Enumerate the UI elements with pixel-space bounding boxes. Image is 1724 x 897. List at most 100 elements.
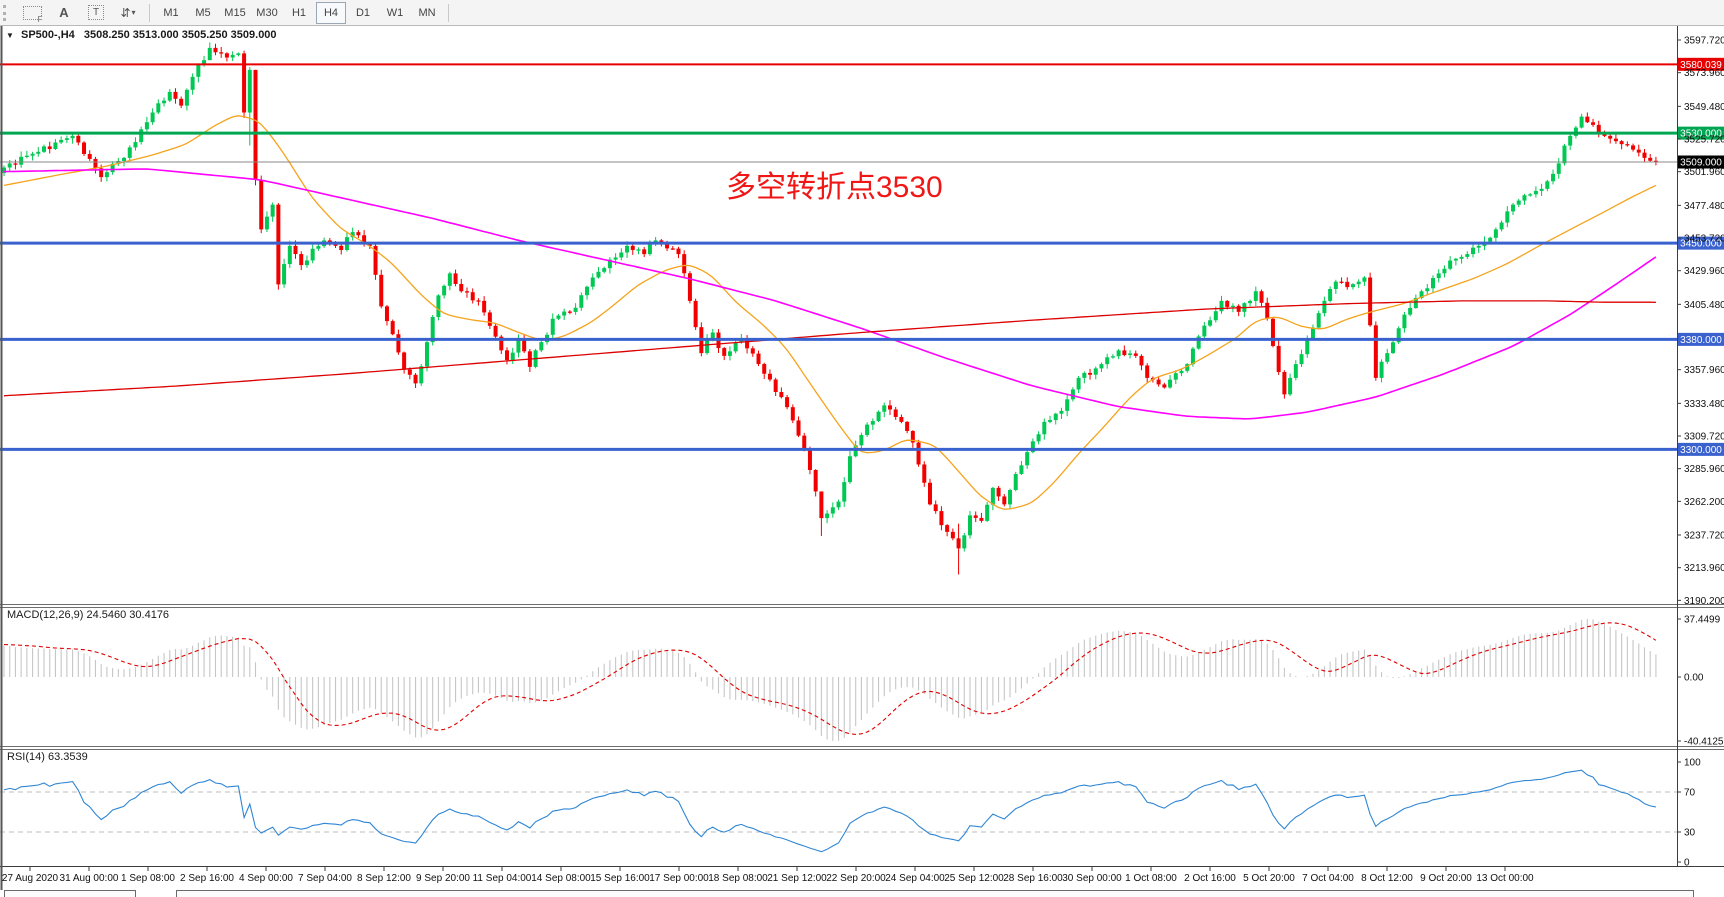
svg-text:2 Sep 16:00: 2 Sep 16:00	[180, 873, 234, 884]
svg-text:7 Sep 04:00: 7 Sep 04:00	[298, 873, 352, 884]
svg-text:37.4499: 37.4499	[1684, 615, 1721, 626]
svg-text:18 Sep 08:00: 18 Sep 08:00	[708, 873, 768, 884]
ma-mid-line	[3, 168, 1657, 420]
rsi-line	[3, 769, 1656, 853]
svg-text:9 Sep 20:00: 9 Sep 20:00	[416, 873, 470, 884]
svg-text:3357.960: 3357.960	[1684, 365, 1724, 376]
toolbar-drag-handle[interactable]	[3, 4, 12, 21]
toolbar-separator	[149, 3, 150, 22]
svg-text:9 Oct 20:00: 9 Oct 20:00	[1420, 873, 1472, 884]
svg-text:3580.039: 3580.039	[1680, 60, 1722, 71]
collapse-arrow-icon[interactable]: ▼	[6, 31, 14, 40]
chart-ohlc-values: 3508.250 3513.000 3505.250 3509.000	[83, 29, 277, 41]
svg-text:3262.200: 3262.200	[1684, 497, 1724, 508]
svg-text:11 Sep 04:00: 11 Sep 04:00	[473, 873, 532, 884]
svg-text:3309.720: 3309.720	[1684, 432, 1724, 443]
rsi-panel	[0, 769, 1677, 853]
svg-text:3405.480: 3405.480	[1684, 300, 1724, 311]
svg-text:30 Sep 00:00: 30 Sep 00:00	[1062, 873, 1122, 884]
price-axis[interactable]	[1678, 25, 1724, 866]
svg-text:2 Oct 16:00: 2 Oct 16:00	[1184, 873, 1236, 884]
timeframe-button-d1[interactable]: D1	[355, 6, 371, 19]
svg-text:3429.960: 3429.960	[1684, 266, 1724, 277]
svg-text:8 Oct 12:00: 8 Oct 12:00	[1361, 873, 1413, 884]
chevron-down-icon: ▾	[131, 8, 136, 17]
text-label-icon: A	[59, 5, 69, 20]
svg-text:3380.000: 3380.000	[1680, 335, 1722, 346]
panel-splitter-rsi[interactable]	[0, 745, 1724, 750]
time-axis[interactable]	[0, 866, 1677, 890]
horizontal-lines-layer: 3580.039 3530.000 3450.000 3380.000 3300.000…	[0, 57, 1724, 456]
bottom-window-edge-left	[4, 890, 136, 897]
svg-text:3501.960: 3501.960	[1684, 167, 1724, 178]
arrows-tool-button[interactable]: ⇵ ▾	[113, 2, 143, 24]
svg-text:3213.960: 3213.960	[1684, 563, 1724, 574]
ma-slow-line	[3, 300, 1656, 397]
price-badge-3530.000: 3530.000	[1678, 126, 1724, 140]
svg-text:22 Sep 20:00: 22 Sep 20:00	[826, 873, 886, 884]
svg-text:5 Oct 20:00: 5 Oct 20:00	[1243, 873, 1295, 884]
svg-text:3237.720: 3237.720	[1684, 531, 1724, 542]
text-label-tool-button[interactable]: A	[49, 2, 79, 24]
timeframe-button-m15[interactable]: M15	[224, 6, 246, 19]
timeframe-button-w1[interactable]: W1	[386, 6, 404, 19]
svg-text:3525.720: 3525.720	[1684, 135, 1724, 146]
panel-frame	[0, 25, 1724, 890]
time-axis-labels: 27 Aug 2020 31 Aug 00:00 1 Sep 08:00 2 Sep …	[2, 866, 1534, 884]
text-tool-button[interactable]: T	[81, 2, 111, 24]
chart-annotation-text: 多空转折点3530	[726, 171, 943, 204]
timeframe-button-h1[interactable]: H1	[291, 6, 307, 19]
timeframe-button-mn[interactable]: MN	[418, 6, 436, 19]
timeframe-button-h4[interactable]: H4	[316, 1, 346, 24]
svg-text:1 Oct 08:00: 1 Oct 08:00	[1125, 873, 1177, 884]
svg-text:70: 70	[1684, 788, 1696, 799]
svg-text:14 Sep 08:00: 14 Sep 08:00	[531, 873, 591, 884]
svg-text:13 Oct 00:00: 13 Oct 00:00	[1476, 873, 1534, 884]
price-badge-3450.000: 3450.000	[1678, 236, 1724, 250]
grid-f-icon: F	[22, 5, 43, 24]
bottom-window-edge-right	[176, 890, 1694, 897]
moving-average-lines	[3, 115, 1657, 510]
svg-text:3477.480: 3477.480	[1684, 201, 1724, 212]
svg-text:-40.4125: -40.4125	[1684, 737, 1724, 748]
grid-f-tool-button[interactable]: F	[17, 2, 47, 24]
candles-layer	[2, 42, 1658, 575]
price-axis-labels: 3597.720 3573.960 3549.480 3525.720 3501.960…	[1677, 36, 1724, 869]
svg-text:3549.480: 3549.480	[1684, 102, 1724, 113]
svg-text:100: 100	[1684, 758, 1701, 769]
ma-fast-line	[3, 115, 1657, 510]
timeframe-button-m1[interactable]: M1	[163, 6, 179, 19]
svg-text:24 Sep 04:00: 24 Sep 04:00	[885, 873, 945, 884]
svg-text:15 Sep 16:00: 15 Sep 16:00	[590, 873, 650, 884]
svg-text:0: 0	[1684, 858, 1690, 869]
svg-text:17 Sep 00:00: 17 Sep 00:00	[649, 873, 709, 884]
toolbar-separator	[448, 3, 449, 22]
macd-signal-line	[3, 622, 1657, 735]
price-badge-3300.000: 3300.000	[1678, 442, 1724, 456]
svg-text:3453.720: 3453.720	[1684, 234, 1724, 245]
chart-symbol: SP500-,H4	[20, 29, 75, 41]
svg-text:3285.960: 3285.960	[1684, 464, 1724, 475]
svg-text:30: 30	[1684, 828, 1696, 839]
timeframe-button-m5[interactable]: M5	[195, 6, 211, 19]
svg-text:27 Aug 2020: 27 Aug 2020	[2, 873, 59, 884]
timeframe-button-m30[interactable]: M30	[256, 6, 278, 19]
svg-text:3190.200: 3190.200	[1684, 596, 1724, 607]
price-badge-3580.039: 3580.039	[1678, 57, 1724, 71]
macd-panel	[3, 619, 1657, 741]
svg-text:3300.000: 3300.000	[1680, 445, 1722, 456]
toolbar: F A T ⇵ ▾ M1 M5 M15 M30 H1 H4 D1 W1 MN	[0, 0, 1724, 26]
svg-text:7 Oct 04:00: 7 Oct 04:00	[1302, 873, 1354, 884]
svg-text:28 Sep 16:00: 28 Sep 16:00	[1003, 873, 1063, 884]
svg-text:1 Sep 08:00: 1 Sep 08:00	[121, 873, 175, 884]
panel-splitter-macd[interactable]	[0, 603, 1724, 608]
svg-text:8 Sep 12:00: 8 Sep 12:00	[357, 873, 411, 884]
svg-text:31 Aug 00:00: 31 Aug 00:00	[60, 873, 119, 884]
text-tool-icon: T	[88, 5, 104, 20]
svg-text:4 Sep 00:00: 4 Sep 00:00	[239, 873, 293, 884]
timeframe-group: M1 M5 M15 M30 H1 H4 D1 W1 MN	[155, 1, 443, 24]
svg-text:3333.480: 3333.480	[1684, 399, 1724, 410]
svg-text:25 Sep 12:00: 25 Sep 12:00	[944, 873, 1004, 884]
